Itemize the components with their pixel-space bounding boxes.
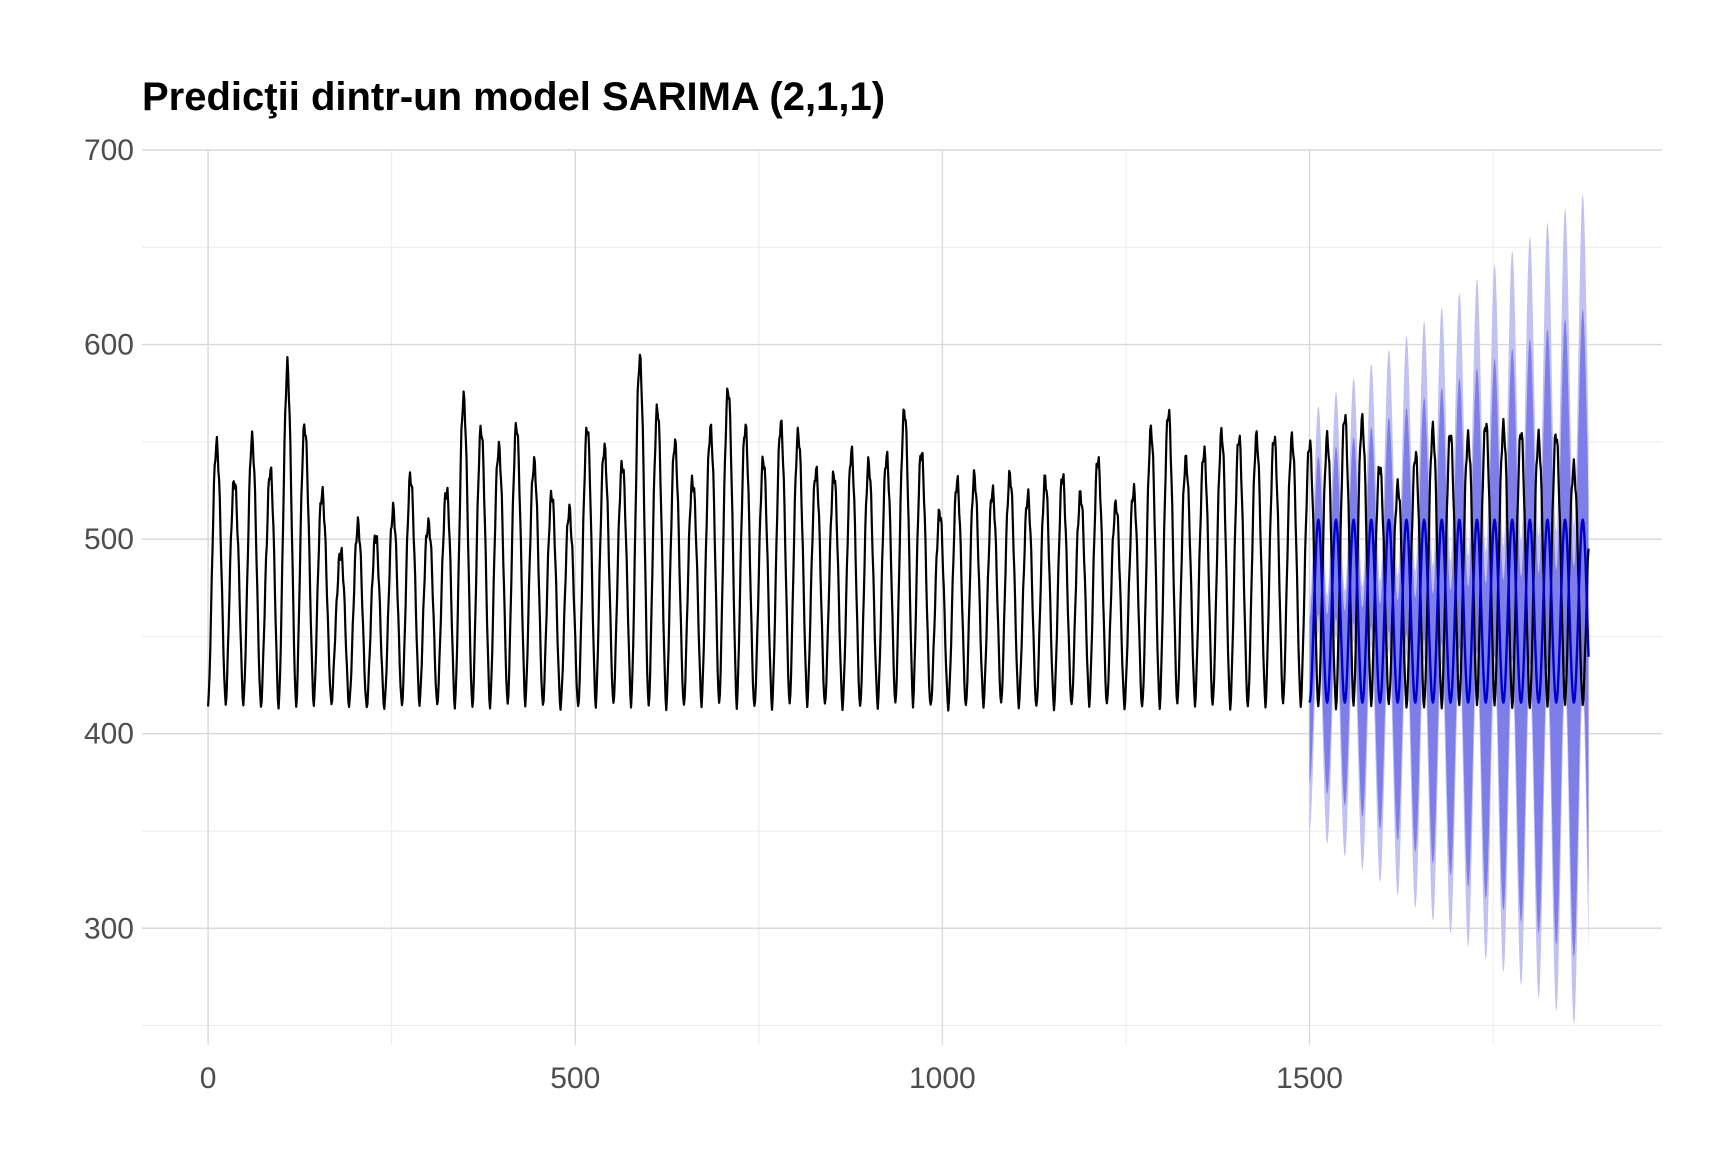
x-tick-label: 0 [200,1062,217,1095]
series-lines [206,353,1590,712]
pi80-band [1309,308,1589,958]
y-tick-label: 600 [84,329,134,362]
x-tick-label: 500 [550,1062,600,1095]
forecast-line [1308,518,1590,704]
prediction-intervals [1309,193,1589,1025]
y-tick-label: 500 [84,523,134,556]
observed-line [206,353,1590,712]
y-tick-label: 300 [84,912,134,945]
chart-title: Predicţii dintr-un model SARIMA (2,1,1) [142,75,885,119]
x-tick-label: 1500 [1276,1062,1343,1095]
y-tick-label: 700 [84,134,134,167]
x-tick-label: 1000 [909,1062,976,1095]
axis-tick-labels: 300 400 500 600 700 0 500 1000 1500 [84,134,1343,1095]
y-tick-label: 400 [84,718,134,751]
